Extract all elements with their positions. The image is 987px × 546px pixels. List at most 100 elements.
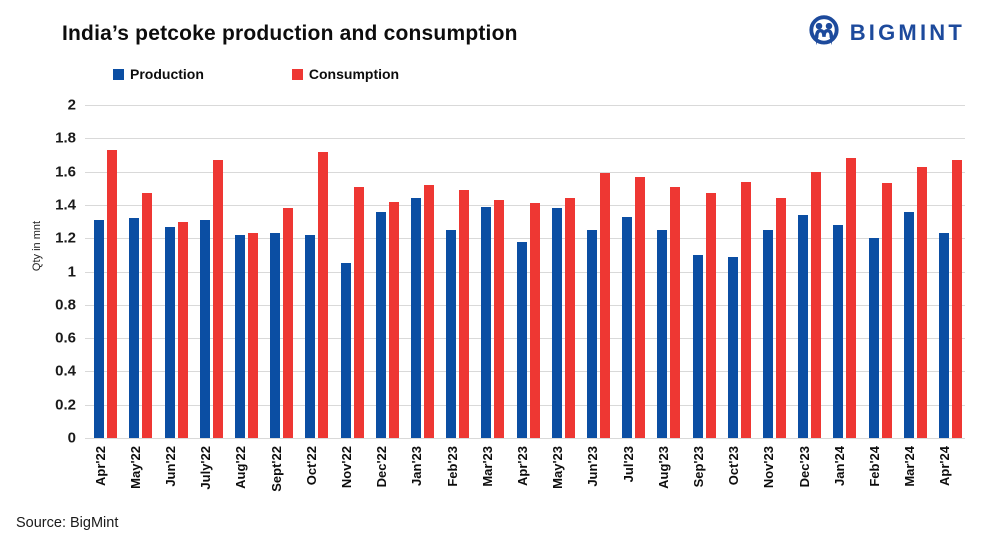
y-tick-label: 2	[67, 96, 76, 114]
x-tick-label: May'22	[127, 446, 143, 489]
gridline	[85, 204, 965, 206]
bar-consumption	[107, 149, 118, 438]
y-tick-label: 0.4	[55, 362, 76, 380]
bar-production	[234, 234, 245, 438]
bar-production	[727, 256, 738, 438]
x-tick-label: Jan'24	[831, 446, 847, 486]
x-tick-label: Nov'22	[339, 446, 354, 489]
y-tick-label: 0.6	[55, 329, 76, 347]
bar-production	[129, 218, 140, 438]
x-tick-label: Sep'23	[691, 446, 706, 488]
bar-production	[375, 211, 386, 438]
bar-consumption	[142, 193, 153, 438]
bar-consumption	[529, 203, 540, 438]
bar-production	[692, 254, 703, 438]
bar-production	[798, 214, 809, 438]
x-tick-label: Dec'22	[374, 446, 390, 488]
bar-consumption	[177, 221, 188, 438]
bigmint-logo-text: BIGMINT	[849, 20, 965, 45]
bar-production	[481, 206, 492, 438]
gridline	[85, 171, 965, 173]
x-tick-label: Mar'24	[902, 446, 918, 487]
bar-production	[270, 233, 281, 438]
plot-area	[85, 105, 965, 439]
bar-production	[868, 238, 879, 438]
bar-consumption	[951, 159, 962, 438]
bar-consumption	[705, 193, 716, 438]
x-tick-label: Aug'22	[233, 446, 249, 489]
x-tick-label: Dec'23	[796, 446, 812, 488]
bar-consumption	[494, 199, 505, 438]
y-tick-label: 1	[67, 263, 76, 280]
x-tick-label: Jul'23	[620, 446, 636, 483]
x-tick-label: Nov'23	[761, 446, 777, 489]
bar-consumption	[846, 158, 857, 438]
legend-item-production: Production	[113, 66, 204, 82]
consumption-swatch-icon	[291, 68, 303, 80]
y-tick-label: 0.2	[55, 396, 76, 414]
x-tick-label: Oct'23	[726, 446, 742, 486]
y-axis-ticks: 2 1.8 1.6 1.4 1.2 1 0.8 0.6 0.4 0.2 0	[0, 97, 76, 447]
bar-production	[199, 219, 210, 438]
x-tick-label: Apr'22	[92, 446, 108, 486]
x-tick-label: Sept'22	[268, 446, 284, 492]
bar-production	[833, 224, 844, 438]
bar-consumption	[775, 198, 786, 438]
y-tick-label: 1.6	[55, 163, 76, 181]
legend-label-production: Production	[130, 66, 204, 82]
x-tick-label: Apr'23	[515, 446, 530, 486]
bar-production	[657, 229, 668, 438]
bar-production	[446, 229, 457, 438]
x-tick-label: Feb'24	[867, 446, 882, 487]
chart-title: India’s petcoke production and consumpti…	[62, 22, 518, 45]
y-tick-label: 1.4	[55, 196, 76, 214]
bigmint-logo: BIGMINT	[807, 13, 965, 53]
y-tick-label: 1.2	[55, 229, 76, 247]
bar-production	[762, 229, 773, 438]
x-tick-label: Jun'22	[163, 446, 178, 487]
x-tick-label: Aug'23	[655, 446, 671, 489]
bar-production	[94, 219, 105, 438]
production-swatch-icon	[113, 68, 124, 80]
chart-legend: Production Consumption	[113, 66, 399, 82]
bar-consumption	[459, 189, 470, 438]
x-tick-label: May'23	[550, 446, 566, 489]
bar-production	[622, 216, 633, 438]
source-note: Source: BigMint	[16, 515, 119, 531]
bar-consumption	[635, 176, 646, 438]
bar-consumption	[670, 186, 681, 438]
y-tick-label: 1.8	[55, 129, 76, 147]
bar-production	[516, 241, 527, 438]
bar-production	[903, 211, 914, 438]
x-tick-label: Jun'23	[585, 446, 601, 487]
x-tick-label: Mar'23	[479, 446, 495, 487]
bar-consumption	[811, 171, 822, 438]
gridline	[85, 238, 965, 240]
bar-consumption	[599, 173, 610, 438]
gridline	[85, 438, 965, 439]
legend-label-consumption: Consumption	[308, 66, 400, 82]
bar-consumption	[564, 198, 575, 438]
bar-consumption	[212, 159, 223, 438]
bar-consumption	[423, 184, 434, 438]
bar-consumption	[916, 166, 927, 438]
x-axis-ticks: Apr'22 May'22 Jun'22 July'22 Aug'22 Sept'22 Oc…	[85, 443, 965, 507]
bar-consumption	[318, 151, 329, 438]
bar-consumption	[388, 201, 399, 438]
bar-consumption	[283, 208, 294, 438]
bar-consumption	[247, 233, 258, 438]
bar-consumption	[353, 186, 364, 438]
bigmint-logo-icon	[809, 15, 839, 46]
y-tick-label: 0	[67, 429, 76, 447]
bar-production	[938, 233, 949, 438]
x-tick-label: Apr'24	[937, 446, 953, 486]
x-tick-label: July'22	[198, 446, 214, 490]
bar-production	[340, 263, 351, 438]
x-tick-label: Feb'23	[444, 446, 460, 487]
gridline	[85, 105, 965, 106]
x-tick-label: Oct'22	[303, 446, 319, 486]
legend-item-consumption: Consumption	[291, 66, 400, 82]
x-tick-label: Jan'23	[409, 446, 425, 486]
bar-consumption	[740, 181, 751, 438]
